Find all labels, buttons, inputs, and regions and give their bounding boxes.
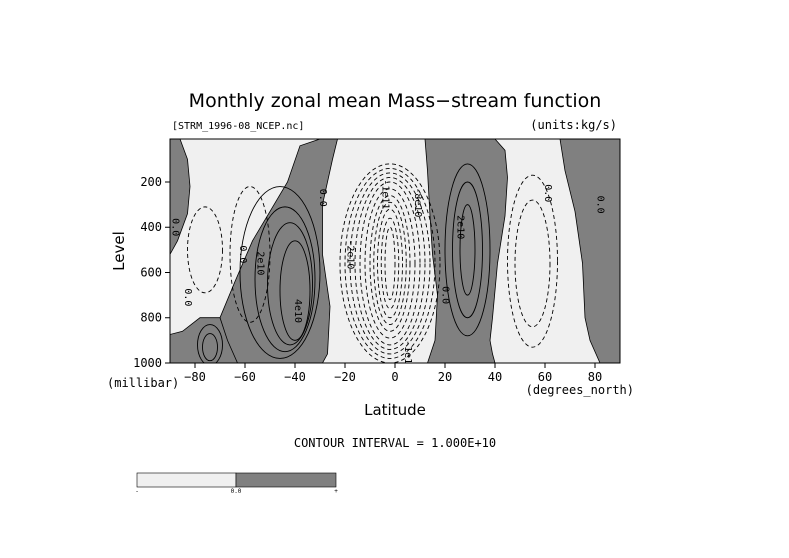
colorbar-label-pos: +	[334, 488, 338, 495]
positive-contour	[279, 240, 311, 341]
x-tick-label: 80	[588, 370, 602, 384]
positive-contour	[452, 181, 483, 319]
x-tick-label: −80	[184, 370, 206, 384]
positive-shading	[170, 139, 620, 363]
positive-region	[170, 139, 191, 255]
positive-region	[559, 139, 620, 363]
chart-title: Monthly zonal mean Mass−stream function	[189, 90, 602, 112]
negative-contour	[354, 177, 426, 350]
contour-interval-label: CONTOUR INTERVAL = 1.000E+10	[294, 436, 496, 450]
negative-contour	[507, 174, 558, 348]
y-tick-label: 1000	[133, 356, 162, 370]
negative-contour	[514, 199, 551, 328]
contour-label: 0.0	[439, 286, 450, 304]
positive-region	[219, 139, 338, 363]
contour-label: 2e10	[454, 215, 465, 239]
negative-contour	[369, 195, 411, 332]
positive-region	[424, 139, 508, 363]
contour-label: 4e10	[292, 299, 303, 323]
contour-lines	[187, 163, 558, 363]
negative-contour	[339, 163, 441, 363]
contour-label: -8e10	[412, 187, 423, 217]
positive-contour	[267, 222, 313, 346]
contour-label: -2e10	[345, 239, 356, 269]
contour-label: 0.0	[594, 196, 605, 214]
contour-label: 2e10	[254, 251, 265, 275]
negative-contour	[344, 167, 436, 359]
x-tick-label: −40	[284, 370, 306, 384]
colorbar-negative-swatch	[136, 472, 237, 488]
colorbar-label-neg: -	[135, 488, 139, 495]
x-axis: −80 −60 −40 −20 0 20 40 60 80	[184, 363, 602, 384]
y-tick-label: 200	[140, 175, 162, 189]
contour-label: 0.0	[317, 189, 328, 207]
x-tick-label: 60	[538, 370, 552, 384]
negative-contour	[373, 201, 407, 325]
negative-contour	[364, 188, 416, 339]
negative-contour	[380, 217, 400, 310]
x-tick-label: −60	[234, 370, 256, 384]
y-axis-unit: (millibar)	[107, 376, 179, 390]
contour-label: 0.0	[237, 245, 248, 263]
colorbar-label-zero: 0.0	[231, 488, 242, 495]
negative-contour	[359, 181, 421, 346]
y-tick-label: 400	[140, 220, 162, 234]
negative-contour	[187, 206, 223, 294]
y-tick-label: 800	[140, 311, 162, 325]
positive-contour	[197, 324, 223, 363]
colorbar-positive-swatch	[235, 472, 337, 488]
positive-contour	[444, 163, 491, 337]
x-tick-label: 40	[488, 370, 502, 384]
colorbar: - 0.0 +	[135, 472, 338, 495]
positive-contour	[459, 204, 476, 296]
negative-contour	[384, 226, 396, 301]
x-tick-label: 0	[391, 370, 398, 384]
negative-contour	[377, 208, 403, 319]
negative-contour	[229, 186, 271, 323]
x-tick-label: −20	[334, 370, 356, 384]
contour-label: 0.0	[169, 218, 180, 236]
plot-area: 0.0 0.0 0.0 2e10 4e10 0.0 -2e10 -1e11 -8e10 2e10 0…	[169, 138, 621, 370]
y-tick-label: 600	[140, 265, 162, 279]
units-label: (units:kg/s)	[530, 118, 617, 132]
contour-label: 0.0	[542, 184, 553, 202]
positive-contour	[254, 206, 316, 353]
positive-contour	[239, 186, 321, 359]
x-axis-unit: (degrees_north)	[526, 383, 634, 397]
y-axis: 200 400 600 800 1000	[133, 175, 170, 370]
x-axis-label: Latitude	[364, 401, 426, 419]
y-axis-label: Level	[110, 231, 128, 271]
positive-contour	[202, 333, 218, 362]
x-tick-label: 20	[438, 370, 452, 384]
negative-contour	[349, 172, 431, 355]
contour-label: -1e10	[402, 340, 413, 370]
data-source-label: [STRM_1996-08_NCEP.nc]	[172, 121, 304, 132]
contour-labels: 0.0 0.0 0.0 2e10 4e10 0.0 -2e10 -1e11 -8e10 2e10 0…	[169, 179, 605, 370]
contour-label: -1e11	[379, 179, 390, 209]
contour-label: 0.0	[182, 288, 193, 306]
